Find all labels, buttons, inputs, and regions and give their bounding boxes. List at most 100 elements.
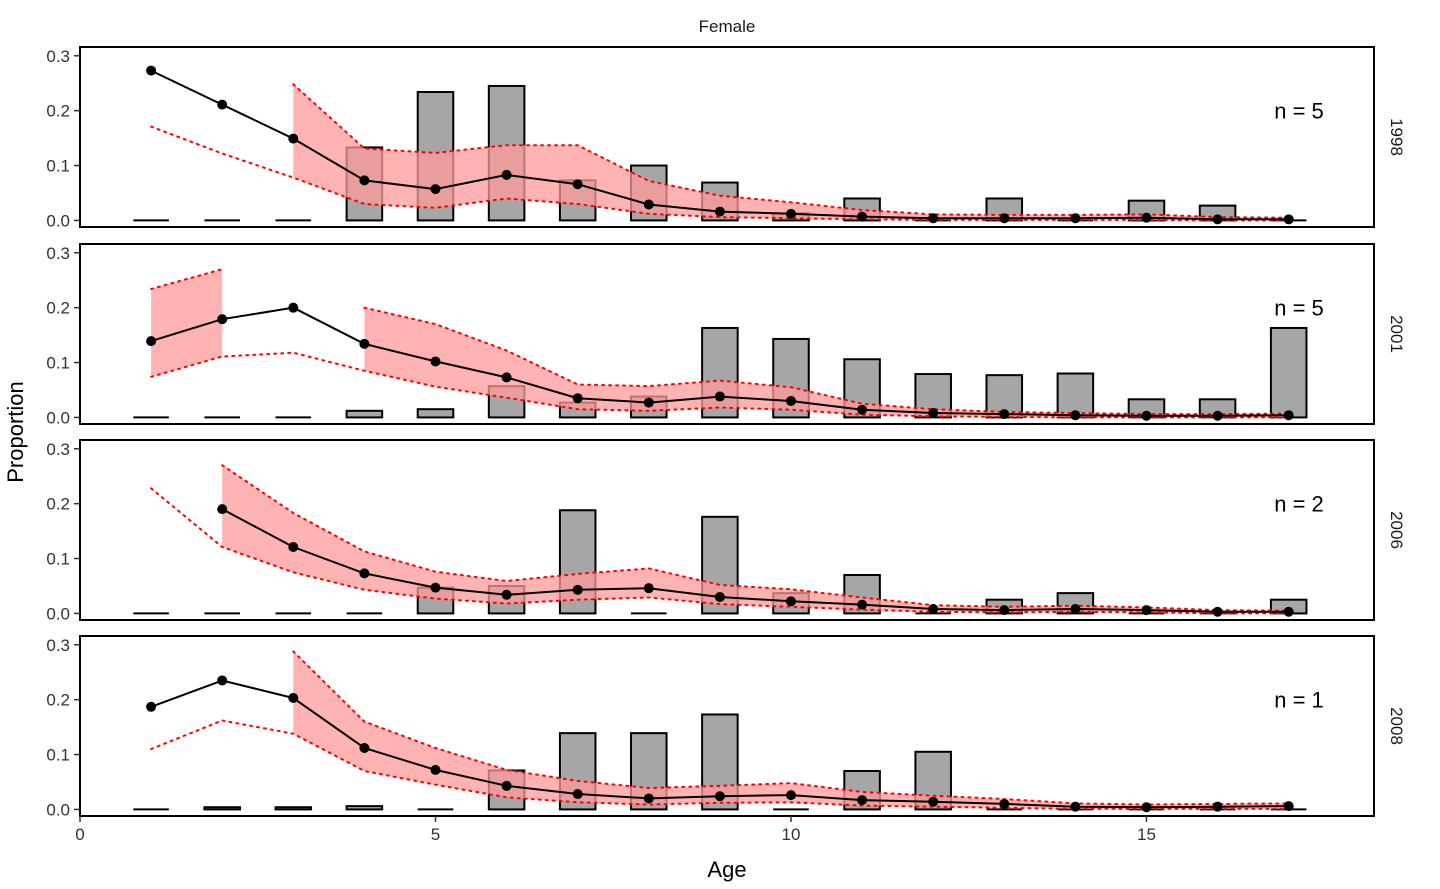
- upper-bound-line-2001-0: [150, 268, 224, 290]
- x-tick-label-3: 15: [1137, 825, 1156, 844]
- panel-border-1998: [79, 46, 1375, 228]
- fitted-point-2001-age-10: [785, 395, 796, 406]
- y-tick-label-2008-2: 0.2: [46, 691, 70, 710]
- interval-band-2001-0: [151, 269, 223, 377]
- fitted-point-2008-age-15: [1141, 802, 1152, 813]
- y-tick-label-1998-2: 0.2: [46, 102, 70, 121]
- fitted-point-1998-age-17: [1283, 214, 1294, 225]
- observed-bar-2008-age-3: [274, 806, 313, 811]
- fitted-point-1998-age-6: [501, 169, 512, 180]
- observed-bar-2001-age-17: [1269, 326, 1308, 419]
- fitted-point-2008-age-14: [1070, 801, 1081, 812]
- fitted-point-2006-age-3: [288, 542, 299, 553]
- fitted-point-1998-age-3: [288, 133, 299, 144]
- fitted-point-2006-age-9: [714, 591, 725, 602]
- fitted-point-1998-age-5: [430, 184, 441, 195]
- panel-border-2008: [79, 635, 1375, 817]
- fitted-point-2008-age-5: [430, 764, 441, 775]
- fitted-point-2008-age-7: [572, 789, 583, 800]
- fitted-point-1998-age-7: [572, 179, 583, 190]
- y-tick-label-2006-2: 0.2: [46, 495, 70, 514]
- fitted-point-2008-age-17: [1283, 801, 1294, 812]
- observed-bar-2001-age-5: [416, 408, 455, 419]
- sample-size-label-2006: n = 2: [1274, 492, 1324, 517]
- y-tick-label-2001-1: 0.1: [46, 354, 70, 373]
- fitted-point-2008-age-9: [714, 791, 725, 802]
- fitted-point-2008-age-12: [928, 796, 939, 807]
- fitted-point-2001-age-15: [1141, 410, 1152, 421]
- y-tick-label-2008-3: 0.3: [46, 636, 70, 655]
- fitted-point-1998-age-8: [643, 199, 654, 210]
- chart-title: Female: [699, 17, 756, 36]
- fitted-point-2008-age-10: [785, 790, 796, 801]
- y-tick-label-2001-0: 0.0: [46, 408, 70, 427]
- fitted-point-2006-age-16: [1212, 606, 1223, 617]
- fitted-point-2006-age-7: [572, 584, 583, 595]
- fitted-point-2006-age-2: [217, 504, 228, 515]
- fitted-point-1998-age-4: [359, 175, 370, 186]
- fitted-point-2006-age-11: [857, 599, 868, 610]
- fitted-point-2006-age-10: [785, 596, 796, 607]
- fitted-point-2006-age-13: [999, 605, 1010, 616]
- interval-band-1998-0: [293, 84, 1289, 221]
- fitted-point-2008-age-3: [288, 693, 299, 704]
- fitted-point-1998-age-16: [1212, 214, 1223, 225]
- y-tick-label-2006-0: 0.0: [46, 604, 70, 623]
- panel-border-2006: [79, 439, 1375, 621]
- panel-border-2001: [79, 243, 1375, 425]
- fitted-point-1998-age-11: [857, 211, 868, 222]
- facet-strip-label-1998: 1998: [1387, 118, 1406, 156]
- fitted-point-2001-age-5: [430, 356, 441, 367]
- fitted-point-2008-age-16: [1212, 801, 1223, 812]
- fitted-point-2001-age-4: [359, 338, 370, 349]
- fitted-point-2001-age-12: [928, 408, 939, 419]
- fitted-point-1998-age-10: [785, 208, 796, 219]
- y-tick-label-2001-2: 0.2: [46, 299, 70, 318]
- y-tick-label-1998-0: 0.0: [46, 211, 70, 230]
- observed-bar-2008-age-4: [345, 805, 384, 811]
- interval-band-2001-1: [364, 307, 1289, 418]
- sample-size-label-2001: n = 5: [1274, 296, 1324, 321]
- fitted-point-2008-age-8: [643, 793, 654, 804]
- fitted-point-2006-age-14: [1070, 604, 1081, 615]
- y-tick-label-2006-3: 0.3: [46, 440, 70, 459]
- facet-strip-label-2008: 2008: [1387, 707, 1406, 745]
- lower-bound-line-2006-0: [150, 487, 1290, 615]
- fitted-point-1998-age-13: [999, 213, 1010, 224]
- fitted-point-2006-age-6: [501, 589, 512, 600]
- facet-panel-2006: 0.0 0.1 0.2 0.3 n = 2 2006: [46, 439, 1406, 623]
- y-tick-label-1998-1: 0.1: [46, 157, 70, 176]
- fitted-point-2001-age-14: [1070, 410, 1081, 421]
- y-tick-label-1998-3: 0.3: [46, 47, 70, 66]
- facet-strip-label-2001: 2001: [1387, 315, 1406, 353]
- fitted-point-2001-age-8: [643, 397, 654, 408]
- facet-panel-2001: 0.0 0.1 0.2 0.3 n = 5 2001: [46, 243, 1406, 427]
- fitted-point-1998-age-9: [714, 206, 725, 217]
- y-tick-label-2006-1: 0.1: [46, 550, 70, 569]
- x-tick-label-2: 10: [782, 825, 801, 844]
- sample-size-label-2008: n = 1: [1274, 688, 1324, 713]
- observed-bar-2008-age-2: [203, 806, 241, 811]
- fitted-point-2008-age-11: [857, 795, 868, 806]
- y-tick-label-2008-0: 0.0: [46, 800, 70, 819]
- fitted-line-2006-0: [221, 508, 1289, 613]
- fitted-point-1998-age-12: [928, 213, 939, 224]
- observed-bar-2001-age-13: [985, 374, 1024, 419]
- y-tick-label-2001-3: 0.3: [46, 244, 70, 263]
- fitted-point-2006-age-15: [1141, 605, 1152, 616]
- fitted-point-2008-age-1: [146, 701, 157, 712]
- x-axis-title: Age: [707, 857, 746, 882]
- sample-size-label-1998: n = 5: [1274, 99, 1324, 124]
- x-tick-label-1: 5: [431, 825, 440, 844]
- fitted-point-2008-age-4: [359, 742, 370, 753]
- facet-panel-1998: 0.0 0.1 0.2 0.3 n = 5 1998: [46, 46, 1406, 230]
- fitted-point-2001-age-2: [217, 314, 228, 325]
- upper-bound-line-1998-0: [292, 83, 1290, 219]
- facet-panel-2008: 0.0 0.1 0.2 0.3 n = 1 2008: [46, 635, 1406, 819]
- fitted-point-2001-age-7: [572, 393, 583, 404]
- y-tick-label-2008-1: 0.1: [46, 746, 70, 765]
- upper-bound-line-2008-0: [292, 650, 1290, 806]
- fitted-point-2001-age-11: [857, 404, 868, 415]
- fitted-point-2006-age-4: [359, 568, 370, 579]
